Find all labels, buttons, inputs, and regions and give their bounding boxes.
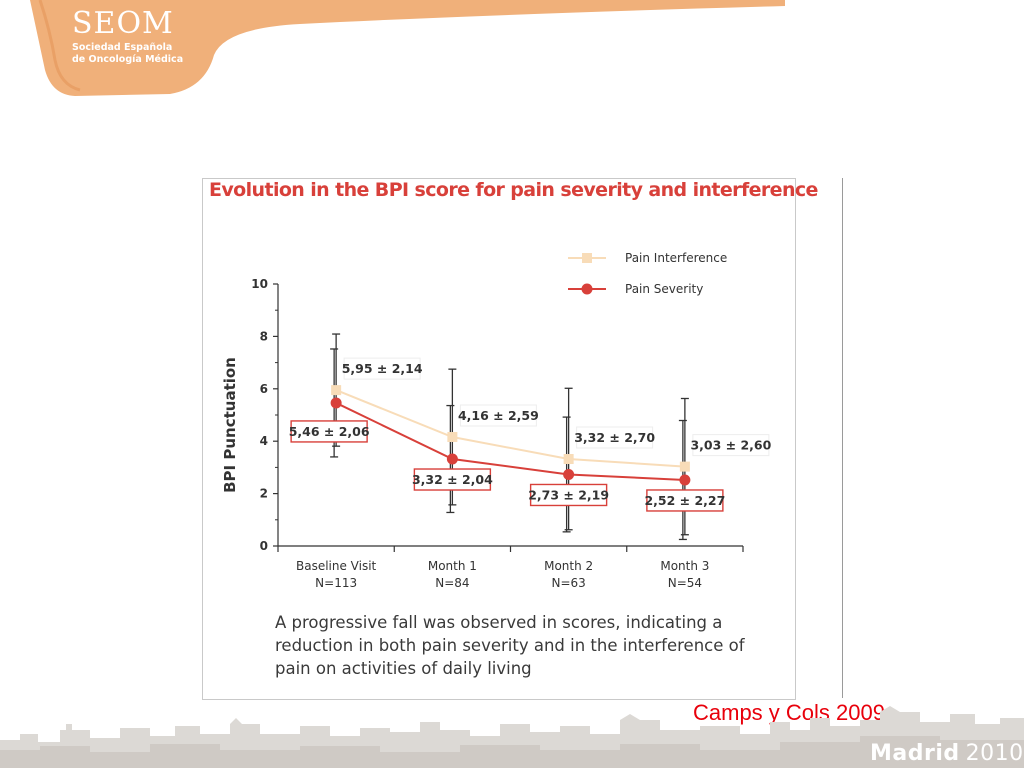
x-tick-label: Month 1: [428, 559, 477, 573]
logo-title: SEOM: [72, 6, 174, 41]
logo-subtitle-line1: Sociedad Española: [72, 42, 173, 53]
data-label-severity-group: 2,73 ± 2,19: [528, 483, 609, 507]
y-tick-label: 0: [260, 539, 268, 553]
data-label-severity-group: 3,32 ± 2,04: [412, 468, 493, 491]
x-tick-n-label: N=54: [668, 576, 702, 590]
data-label-severity-box: [529, 483, 608, 507]
data-point-interference: [447, 432, 458, 443]
series-line-0: [335, 389, 685, 468]
data-label-severity-box: [646, 489, 724, 512]
data-label-interference-box: [576, 426, 654, 449]
data-point-interference: [331, 385, 342, 396]
data-label-interference: 5,95 ± 2,14: [342, 361, 423, 376]
data-label-interference-group: 3,32 ± 2,70: [574, 426, 655, 449]
data-point-severity: [330, 397, 342, 409]
data-label-severity: 5,46 ± 2,06: [289, 424, 370, 439]
data-point-severity: [679, 474, 691, 486]
x-tick-n-label: N=113: [315, 576, 357, 590]
data-point-severity: [563, 468, 575, 480]
logo-subtitle-line2: de Oncología Médica: [72, 54, 184, 65]
data-label-interference-group: 4,16 ± 2,59: [458, 404, 539, 427]
x-tick-label: Month 3: [660, 559, 709, 573]
skyline-footer: [0, 706, 1024, 768]
side-divider: [842, 178, 843, 698]
logo-subtitle: Sociedad Española de Oncología Médica: [72, 42, 212, 66]
data-label-interference-group: 5,95 ± 2,14: [342, 357, 423, 380]
data-point-severity: [446, 453, 458, 465]
city-name: Madrid: [870, 741, 960, 766]
source-citation: Camps y Cols 2009: [693, 700, 885, 725]
y-tick-label: 8: [260, 329, 268, 343]
x-tick-n-label: N=84: [435, 576, 469, 590]
data-point-interference: [679, 461, 690, 472]
chart-title: Evolution in the BPI score for pain seve…: [209, 179, 818, 201]
data-label-interference-box: [459, 404, 537, 427]
data-label-severity-box: [290, 420, 368, 443]
x-tick-label: Month 2: [544, 559, 593, 573]
y-tick-label: 4: [260, 434, 268, 448]
legend-label: Pain Interference: [625, 251, 727, 265]
x-tick-n-label: N=63: [551, 576, 585, 590]
y-axis-label: BPI Punctuation: [221, 357, 239, 493]
legend-marker-square: [582, 253, 592, 263]
data-label-severity-box: [413, 468, 492, 491]
chart-figure: Evolution in the BPI score for pain seve…: [202, 178, 818, 700]
y-tick-label: 10: [251, 277, 268, 291]
event-location: Madrid 2010: [870, 741, 1024, 766]
y-tick-label: 2: [260, 487, 268, 501]
event-year: 2010: [965, 741, 1024, 766]
data-label-severity-group: 5,46 ± 2,06: [289, 420, 370, 443]
x-tick-label: Baseline Visit: [296, 559, 377, 573]
chart-plot: 0 2 4 6 8 10 BPI Punctuation Baseline Visit N=11…: [221, 251, 772, 590]
data-label-interference: 3,32 ± 2,70: [574, 430, 655, 445]
data-point-interference: [563, 454, 574, 465]
data-label-severity-group: 2,52 ± 2,27: [644, 489, 725, 512]
data-label-interference-box: [343, 357, 421, 380]
data-label-severity: 2,52 ± 2,27: [644, 493, 725, 508]
legend-marker-circle: [581, 283, 593, 295]
legend-label: Pain Severity: [625, 282, 703, 296]
chart-caption: A progressive fall was observed in score…: [275, 613, 745, 678]
series-line-1: [335, 402, 685, 481]
data-label-interference-box: [692, 434, 770, 457]
header-ribbon: [0, 0, 785, 96]
data-label-interference: 3,03 ± 2,60: [690, 438, 771, 453]
data-label-interference: 4,16 ± 2,59: [458, 408, 539, 423]
data-label-severity: 2,73 ± 2,19: [528, 487, 609, 502]
y-tick-label: 6: [260, 382, 268, 396]
data-label-interference-group: 3,03 ± 2,60: [690, 434, 772, 457]
data-label-severity: 3,32 ± 2,04: [412, 472, 493, 487]
